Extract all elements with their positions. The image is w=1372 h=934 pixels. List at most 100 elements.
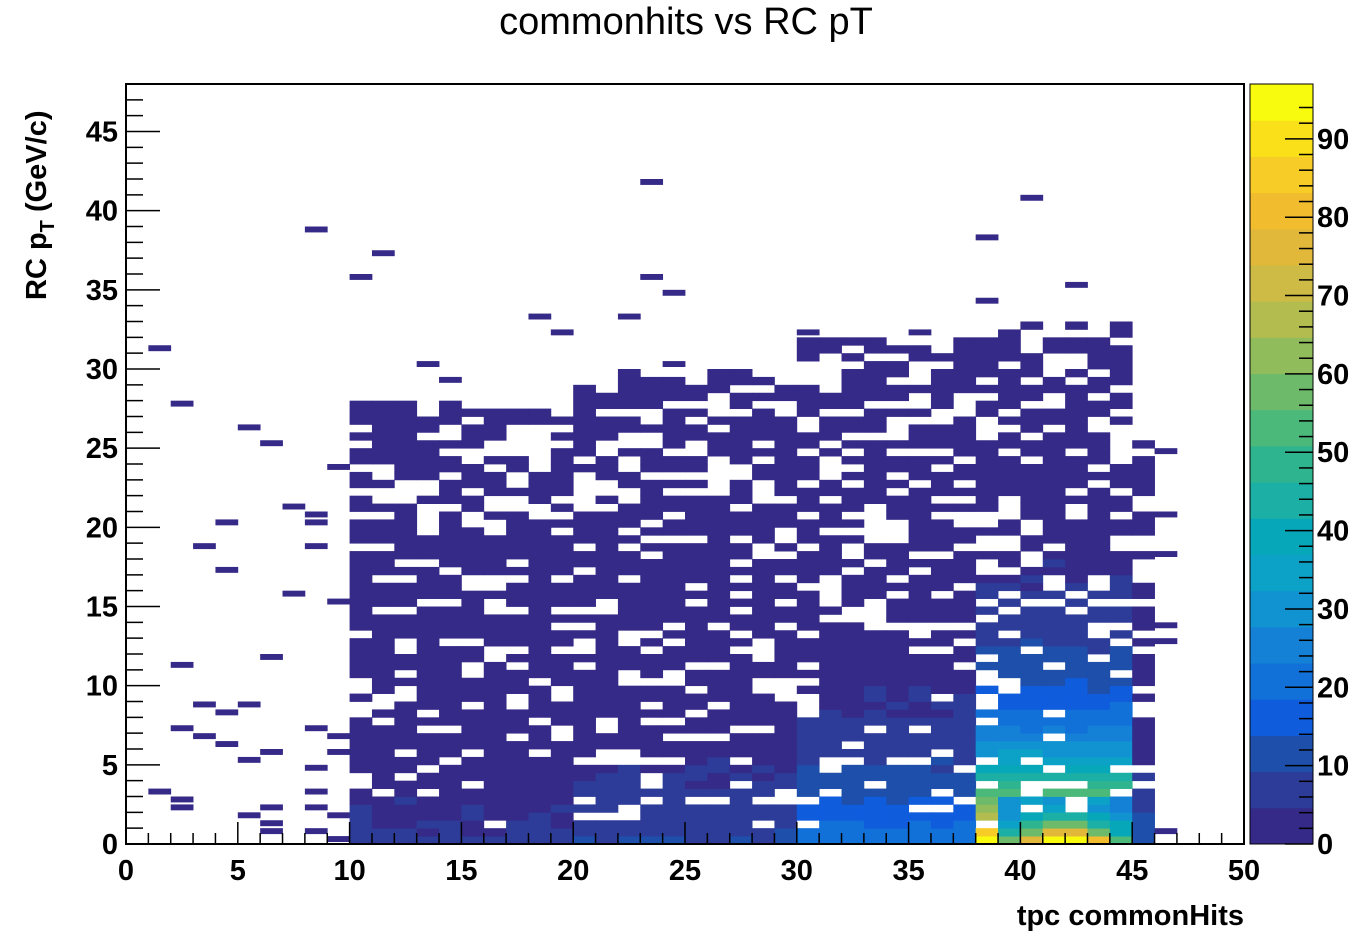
heatmap-cell (841, 353, 865, 362)
heatmap-cell (394, 741, 418, 750)
heatmap-cell (1132, 796, 1155, 805)
heatmap-cell (371, 416, 395, 425)
heatmap-cell (506, 622, 529, 631)
heatmap-cell (953, 772, 977, 782)
heatmap-cell (617, 376, 641, 386)
heatmap-cell (528, 590, 552, 599)
heatmap-cell (662, 836, 686, 845)
heatmap-cell (774, 756, 798, 766)
heatmap-cell (528, 416, 552, 425)
heatmap-cell (1132, 741, 1155, 750)
heatmap-cell (483, 701, 507, 710)
heatmap-cell (841, 416, 865, 425)
heatmap-cell (662, 772, 686, 782)
heatmap-cell (1065, 464, 1088, 473)
heatmap-cell (1087, 543, 1111, 552)
heatmap-cell (908, 709, 932, 718)
heatmap-cell (617, 693, 641, 702)
heatmap-cell (1020, 424, 1044, 433)
heatmap-cell (1042, 456, 1066, 465)
heatmap-cell (528, 780, 552, 789)
heatmap-cell (550, 551, 574, 560)
heatmap-cell (483, 551, 507, 560)
heatmap-cell (1020, 669, 1044, 679)
heatmap-cell (1132, 661, 1155, 671)
heatmap-cell (483, 772, 507, 782)
heatmap-cell (841, 772, 865, 782)
x-tick-label: 30 (781, 855, 813, 887)
heatmap-cell (1109, 741, 1133, 750)
heatmap-cell (886, 733, 909, 742)
heatmap-cell (483, 590, 507, 599)
colorbar-segment (1250, 482, 1313, 519)
heatmap-cell (908, 456, 932, 465)
heatmap-cell (1132, 527, 1155, 536)
heatmap-cell (595, 788, 619, 797)
heatmap-cell (461, 828, 485, 837)
heatmap-cell (550, 614, 574, 623)
heatmap-cell (573, 749, 596, 758)
heatmap-cell (908, 669, 932, 679)
heatmap-cell (595, 416, 619, 425)
heatmap-cell (953, 448, 977, 457)
colorbar-segment (1250, 663, 1313, 700)
heatmap-cell (752, 598, 775, 607)
heatmap-cell (573, 448, 596, 457)
heatmap-cell (506, 677, 529, 687)
heatmap-cell (640, 376, 664, 386)
heatmap-cell (796, 566, 820, 576)
heatmap-cell (394, 661, 418, 671)
heatmap-cell (617, 392, 641, 402)
heatmap-cell (1132, 511, 1155, 520)
heatmap-cell (1109, 812, 1133, 821)
heatmap-cell (1042, 432, 1066, 441)
heatmap-cell (953, 836, 977, 845)
heatmap-cell (729, 511, 753, 520)
heatmap-cell (237, 701, 261, 708)
heatmap-cell (707, 717, 731, 726)
heatmap-cell (685, 456, 708, 465)
heatmap-cell (707, 535, 731, 544)
heatmap-cell (930, 772, 954, 782)
heatmap-cell (796, 329, 820, 336)
heatmap-cell (416, 701, 440, 710)
heatmap-cell (1132, 725, 1155, 734)
colorbar-segment (1250, 554, 1313, 592)
heatmap-cell (908, 654, 932, 663)
heatmap-cell (752, 780, 775, 789)
heatmap-cell (528, 804, 552, 813)
heatmap-cell (1109, 551, 1133, 560)
heatmap-cell (528, 606, 552, 615)
heatmap-cell (886, 543, 909, 552)
heatmap-cell (349, 661, 373, 671)
heatmap-cell (483, 566, 507, 576)
heatmap-cell (1042, 741, 1066, 750)
heatmap-cell (796, 432, 820, 441)
heatmap-cell (573, 432, 596, 441)
heatmap-cell (1020, 440, 1044, 449)
heatmap-cell (662, 464, 686, 473)
heatmap-cell (461, 693, 485, 702)
heatmap-cell (617, 796, 641, 805)
heatmap-cell (1042, 725, 1066, 734)
heatmap-cell (416, 717, 440, 726)
heatmap-cell (595, 614, 619, 623)
heatmap-cell (729, 804, 753, 813)
heatmap-cell (998, 582, 1021, 592)
heatmap-cell (260, 820, 283, 827)
heatmap-cell (1109, 701, 1133, 710)
heatmap-cell (819, 677, 842, 687)
heatmap-cell (1065, 566, 1088, 576)
heatmap-cell (707, 772, 731, 782)
heatmap-cell (819, 661, 842, 671)
heatmap-cell (349, 519, 373, 528)
heatmap-cell (439, 741, 462, 750)
heatmap-cell (1109, 772, 1133, 782)
heatmap-cell (930, 741, 954, 750)
heatmap-cell (975, 582, 999, 592)
heatmap-cell (1087, 764, 1111, 774)
heatmap-cell (886, 693, 909, 702)
heatmap-cell (863, 384, 887, 394)
heatmap-cell (908, 677, 932, 687)
heatmap-cell (1132, 582, 1155, 592)
